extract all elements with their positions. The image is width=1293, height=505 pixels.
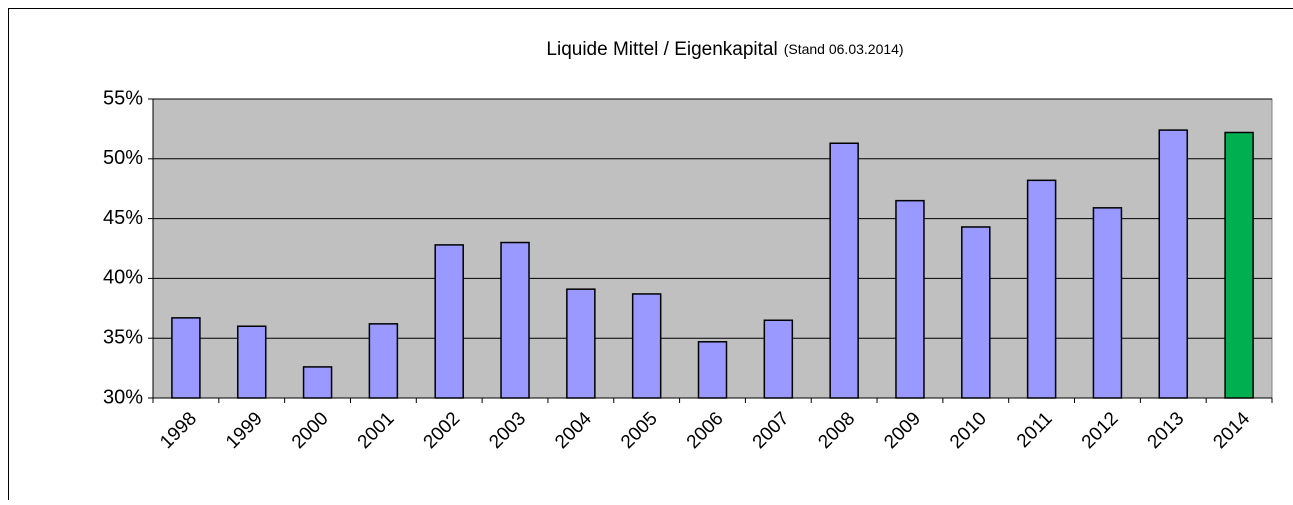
bar (1028, 180, 1056, 398)
bar (896, 201, 924, 398)
bar (567, 289, 595, 398)
chart-subtitle: (Stand 06.03.2014) (784, 41, 904, 57)
y-tick-label: 50% (103, 147, 143, 169)
bar (369, 324, 397, 398)
bar (633, 294, 661, 398)
bar (1159, 130, 1187, 398)
bar (962, 227, 990, 398)
bar (699, 342, 727, 398)
y-tick-label: 55% (103, 87, 143, 109)
y-tick-label: 40% (103, 267, 143, 289)
bar (238, 326, 266, 398)
chart-title: Liquide Mittel / Eigenkapital (546, 39, 777, 60)
y-tick-label: 30% (103, 386, 143, 408)
bar (1093, 208, 1121, 398)
bar (304, 367, 332, 398)
bar (764, 320, 792, 398)
bar (830, 143, 858, 398)
y-tick-label: 35% (103, 326, 143, 348)
bar (501, 243, 529, 398)
bar (435, 245, 463, 398)
bar (1225, 132, 1253, 398)
bar (172, 318, 200, 398)
y-tick-label: 45% (103, 207, 143, 229)
